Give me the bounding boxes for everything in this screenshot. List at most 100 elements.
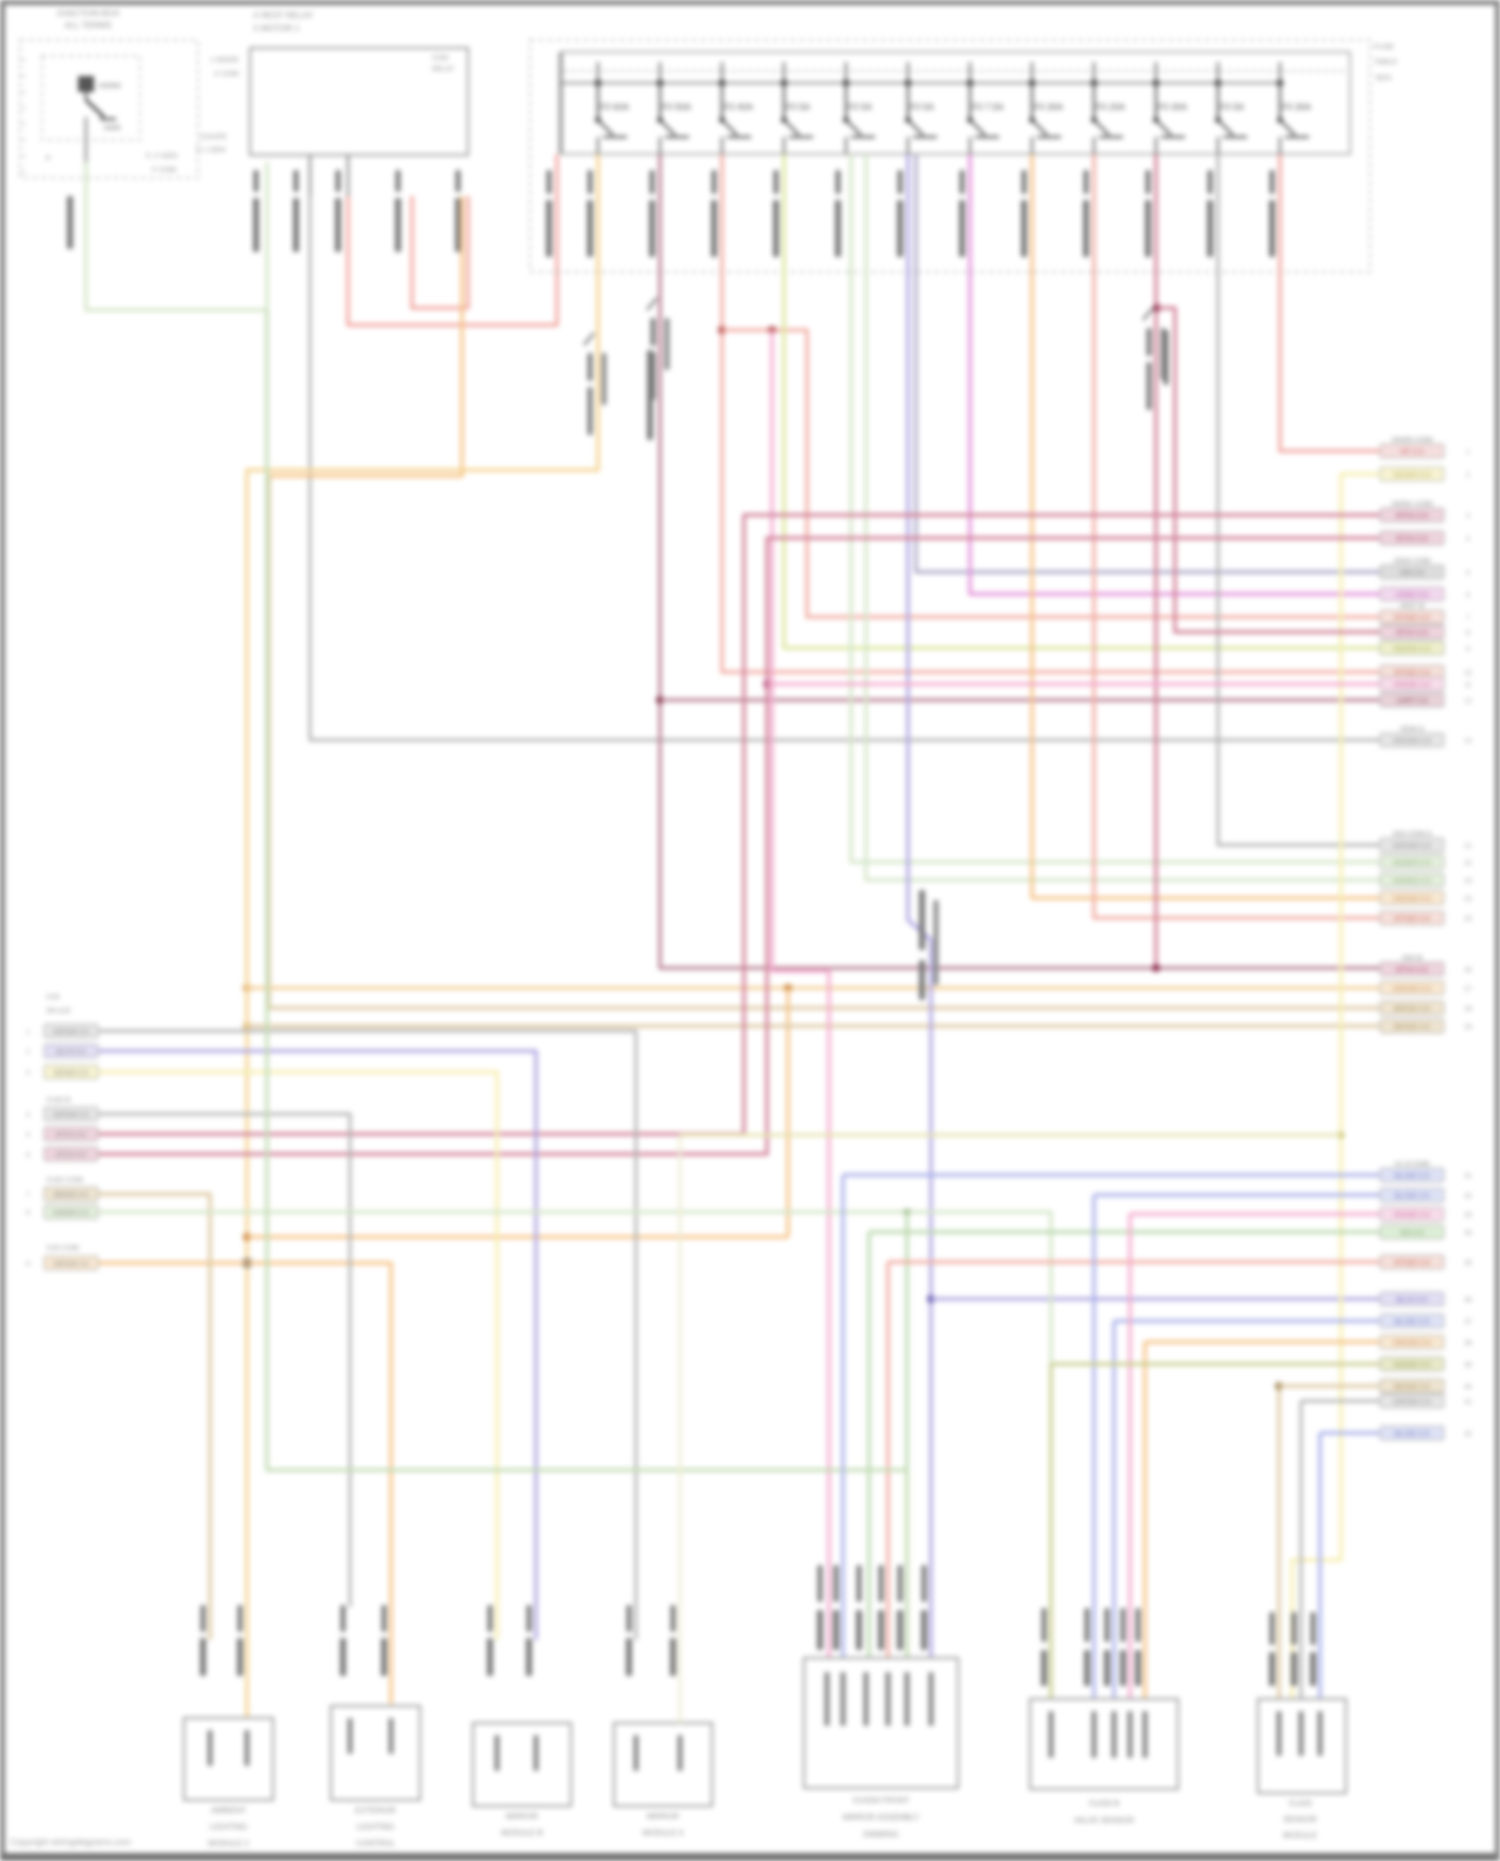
svg-text:BR/GE 0.5: BR/GE 0.5 — [1394, 1004, 1430, 1013]
svg-text:5: 5 — [1466, 570, 1470, 577]
svg-text:F0 5A: F0 5A — [910, 102, 934, 112]
svg-text:X637 B: X637 B — [1400, 601, 1425, 610]
svg-text:MIRROR: MIRROR — [647, 1812, 680, 1821]
svg-text:1: 1 — [1466, 449, 1470, 456]
svg-text:OR/SW 0.5: OR/SW 0.5 — [1393, 1338, 1431, 1347]
svg-text:X63 COM A: X63 COM A — [1392, 829, 1432, 838]
svg-text:VI/RT 0.5: VI/RT 0.5 — [1396, 696, 1427, 705]
svg-text:RT/VI 0.5: RT/VI 0.5 — [56, 1132, 86, 1139]
svg-text:RELAY: RELAY — [432, 66, 455, 73]
svg-text:CONTROL: CONTROL — [356, 1839, 396, 1848]
svg-text:40: 40 — [1464, 1384, 1472, 1391]
svg-text:GR/SW 0.5: GR/SW 0.5 — [1393, 841, 1431, 850]
svg-text:27: 27 — [1464, 986, 1472, 993]
svg-text:X 1 GEN: X 1 GEN — [196, 145, 226, 154]
svg-text:OR/SW 0.5: OR/SW 0.5 — [53, 1261, 89, 1268]
svg-text:BL/VI 0.5: BL/VI 0.5 — [57, 1049, 86, 1056]
svg-text:RS/GE 0.5: RS/GE 0.5 — [1394, 1210, 1430, 1219]
svg-text:VALVE SENSOR: VALVE SENSOR — [1074, 1816, 1135, 1825]
svg-text:37: 37 — [1464, 1319, 1472, 1326]
svg-text:X6301 COM: X6301 COM — [1391, 499, 1432, 508]
svg-text:24: 24 — [1464, 896, 1472, 903]
svg-text:RT 2.5: RT 2.5 — [1401, 447, 1423, 456]
svg-text:7: 7 — [1466, 615, 1470, 622]
svg-text:14: 14 — [1464, 738, 1472, 745]
svg-text:BR/GE 0.5: BR/GE 0.5 — [54, 1192, 88, 1199]
svg-text:BL/VI 0.5: BL/VI 0.5 — [1397, 1295, 1428, 1304]
svg-text:GR/SW 0.5: GR/SW 0.5 — [53, 1112, 89, 1119]
svg-text:8: 8 — [46, 155, 50, 162]
svg-text:GE/WS 0.5: GE/WS 0.5 — [53, 1070, 88, 1077]
svg-text:RT/VI 0.5: RT/VI 0.5 — [1396, 511, 1428, 520]
svg-text:GR/SW 0.5: GR/SW 0.5 — [53, 1029, 89, 1036]
svg-text:GR 0.5: GR 0.5 — [1400, 568, 1424, 577]
svg-text:DIMMING: DIMMING — [863, 1830, 899, 1839]
svg-text:LIGHTING: LIGHTING — [357, 1823, 395, 1832]
svg-text:11: 11 — [1464, 682, 1471, 689]
svg-text:4: 4 — [26, 1112, 30, 1119]
svg-text:1: 1 — [26, 1029, 30, 1036]
svg-text:F0 7.5A: F0 7.5A — [972, 102, 1004, 112]
svg-text:X6300 COM: X6300 COM — [1391, 435, 1432, 444]
svg-text:8: 8 — [1466, 630, 1470, 637]
svg-text:ALL TERMS: ALL TERMS — [65, 20, 112, 30]
svg-text:X63 B: X63 B — [1402, 953, 1422, 962]
svg-text:MODULE B: MODULE B — [501, 1829, 543, 1838]
svg-text:X1 8 COM: X1 8 COM — [1394, 1159, 1429, 1168]
svg-text:VI/GE 0.5: VI/GE 0.5 — [1396, 590, 1429, 599]
svg-text:RT/VI 0.5: RT/VI 0.5 — [1396, 965, 1428, 974]
svg-text:3: 3 — [1466, 513, 1470, 520]
svg-text:F0 5A: F0 5A — [848, 102, 872, 112]
svg-text:9: 9 — [26, 1261, 30, 1268]
svg-text:2: 2 — [1466, 472, 1470, 479]
svg-text:23: 23 — [1464, 878, 1472, 885]
svg-text:BL/GE 0.5: BL/GE 0.5 — [1395, 1171, 1430, 1180]
svg-text:RT/VI 0.5: RT/VI 0.5 — [1396, 628, 1428, 637]
svg-text:GN/WS 0.5: GN/WS 0.5 — [53, 1210, 89, 1217]
svg-text:39: 39 — [1464, 1362, 1472, 1369]
svg-text:EXTERIOR: EXTERIOR — [355, 1806, 396, 1815]
svg-text:AMBIENT: AMBIENT — [211, 1806, 247, 1815]
svg-text:RS/GE 0.5: RS/GE 0.5 — [1394, 680, 1430, 689]
svg-text:BL/GE 0.5: BL/GE 0.5 — [1395, 1317, 1430, 1326]
svg-text:K6300: K6300 — [99, 81, 121, 90]
svg-text:29: 29 — [1464, 1024, 1472, 1031]
svg-text:BR/GE 0.5: BR/GE 0.5 — [1394, 1022, 1430, 1031]
svg-text:F0 30A: F0 30A — [1282, 102, 1311, 112]
svg-text:F COM: F COM — [152, 165, 176, 174]
svg-text:X REST RELAY: X REST RELAY — [253, 10, 313, 20]
svg-text:GR/SW 0.5: GR/SW 0.5 — [1393, 736, 1431, 745]
svg-text:X1426: X1426 — [1288, 1799, 1312, 1808]
svg-text:6: 6 — [1466, 592, 1470, 599]
svg-text:X18 COM: X18 COM — [46, 1243, 79, 1252]
svg-text:32: 32 — [1464, 1193, 1472, 1200]
svg-text:SENSOR: SENSOR — [1283, 1815, 1317, 1824]
svg-text:F0 20A: F0 20A — [1096, 102, 1125, 112]
svg-text:3: 3 — [26, 1070, 30, 1077]
svg-text:5: 5 — [26, 1132, 30, 1139]
svg-text:GN/GE 0.5: GN/GE 0.5 — [1394, 1360, 1431, 1369]
svg-text:X184 COM: X184 COM — [46, 1175, 83, 1184]
svg-text:26: 26 — [1464, 967, 1472, 974]
svg-text:F0 30A: F0 30A — [1034, 102, 1063, 112]
svg-text:42: 42 — [1464, 1431, 1472, 1438]
svg-text:SPLICE: SPLICE — [46, 1008, 71, 1015]
svg-text:BL/GE 0.5: BL/GE 0.5 — [1395, 1191, 1430, 1200]
svg-text:RT/VI 0.5: RT/VI 0.5 — [1396, 534, 1428, 543]
svg-text:34: 34 — [1464, 1230, 1472, 1237]
svg-text:7: 7 — [26, 1192, 30, 1199]
svg-text:31: 31 — [1464, 1173, 1472, 1180]
svg-text:OR/SW 0.5: OR/SW 0.5 — [1393, 984, 1431, 993]
svg-text:GN/WS 0.5: GN/WS 0.5 — [1393, 876, 1431, 885]
svg-text:FUSE: FUSE — [1374, 42, 1394, 51]
svg-text:X18: X18 — [46, 992, 59, 1001]
svg-text:10: 10 — [1464, 670, 1472, 677]
svg-text:GR/SW 0.5: GR/SW 0.5 — [1393, 1397, 1431, 1406]
svg-text:MODULE: MODULE — [1283, 1831, 1317, 1840]
svg-text:RT/GE 0.5: RT/GE 0.5 — [1394, 1258, 1429, 1267]
svg-text:GN/WS 0.5: GN/WS 0.5 — [1393, 858, 1431, 867]
svg-text:2: 2 — [26, 1049, 30, 1056]
svg-text:36: 36 — [1464, 1297, 1472, 1304]
svg-text:BOX: BOX — [1376, 73, 1392, 82]
svg-text:MODULE A: MODULE A — [642, 1829, 684, 1838]
